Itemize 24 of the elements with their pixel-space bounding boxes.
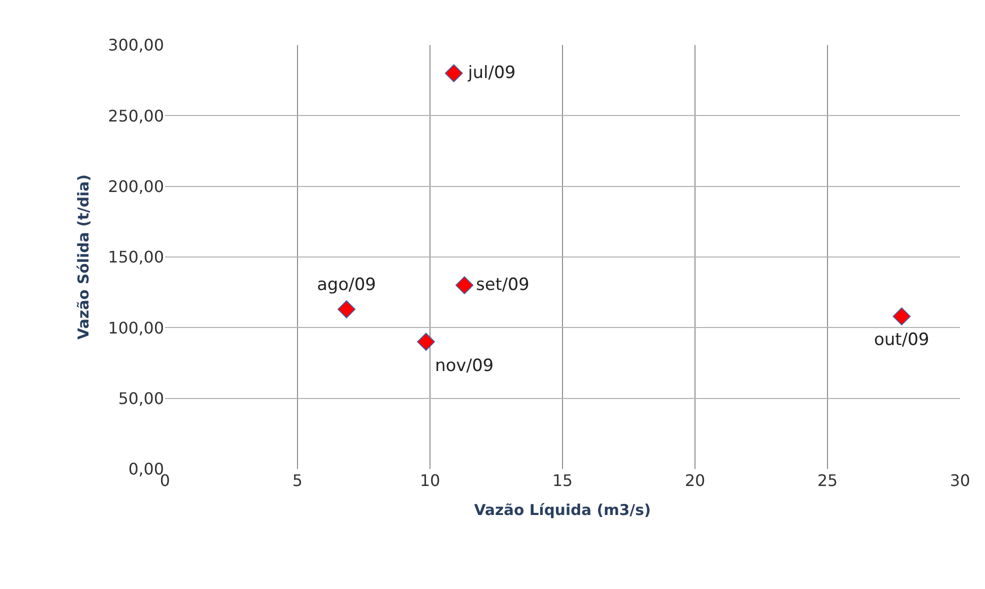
annotation: out/09	[874, 330, 930, 350]
x-axis-title: Vazão Líquida (m3/s)	[474, 501, 651, 519]
annotation: set/09	[476, 275, 530, 295]
x-tick-label: 25	[817, 471, 838, 490]
annotation: jul/09	[467, 63, 516, 83]
x-tick-label: 10	[420, 471, 440, 490]
y-tick-label: 50,00	[118, 388, 164, 408]
x-tick-label: 15	[552, 471, 573, 490]
y-tick-label: 300,00	[108, 36, 164, 55]
annotation: nov/09	[435, 356, 494, 376]
y-tick-label: 100,00	[108, 318, 164, 338]
point	[892, 307, 911, 326]
point	[338, 300, 356, 318]
x-tick-label: 5	[292, 471, 303, 490]
x-tick-label: 20	[684, 471, 706, 490]
point	[444, 64, 463, 82]
y-axis-title: Vazão Sólida (t/dia)	[74, 174, 92, 340]
annotation: ago/09	[317, 275, 376, 295]
y-tick-label: 250,00	[108, 106, 164, 126]
point	[456, 276, 474, 294]
point	[417, 332, 435, 351]
y-tick-label: 200,00	[108, 176, 164, 196]
x-tick-label: 30	[950, 471, 970, 490]
y-tick-label: 150,00	[108, 248, 164, 267]
